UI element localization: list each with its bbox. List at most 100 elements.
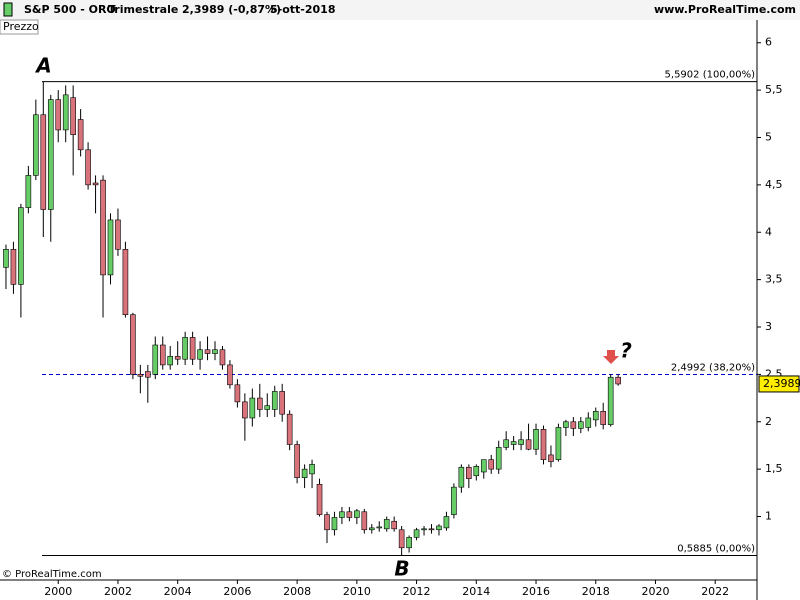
candle-body: [3, 249, 9, 268]
candle-body: [533, 429, 539, 450]
candle-body: [458, 466, 465, 488]
arrow-icon: [603, 350, 619, 364]
y-tick-label: 6: [765, 36, 772, 49]
candle-body: [242, 401, 248, 419]
candle-body: [152, 344, 159, 375]
y-tick-label: 1: [765, 510, 772, 523]
candle-body: [339, 511, 345, 518]
candle-body: [503, 439, 509, 448]
candle-body: [25, 175, 32, 208]
last-price-box: [758, 375, 800, 393]
last-price-label: 2,3989: [763, 377, 800, 390]
candle-body: [264, 405, 271, 410]
y-tick-label: 1,5: [765, 462, 783, 475]
icon: [3, 2, 13, 17]
y-tick-label: 3: [765, 320, 772, 333]
annotation: A: [34, 54, 51, 78]
candle-body: [234, 384, 241, 403]
header-bar: [0, 0, 800, 20]
candle-body: [585, 417, 592, 428]
candle-body: [413, 529, 420, 538]
x-tick-label: 2016: [522, 585, 550, 598]
candle-body: [555, 427, 562, 460]
x-tick-label: 2014: [462, 585, 490, 598]
candle-body: [578, 421, 584, 429]
timeframe: Trimestrale: [108, 3, 178, 16]
x-tick-label: 2018: [582, 585, 610, 598]
candle-body: [383, 519, 390, 530]
date: 5-ott-2018: [270, 3, 335, 16]
candle-body: [10, 249, 17, 285]
candle-body: [18, 207, 24, 285]
quote: 2,3989 (-0,87%): [182, 3, 281, 16]
candle-body: [92, 182, 99, 186]
candle-body: [488, 459, 495, 470]
candle-body: [428, 528, 435, 531]
candle-body: [398, 529, 405, 549]
y-tick-label: 2: [765, 415, 772, 428]
candle-body: [570, 421, 577, 429]
candle-body: [368, 527, 375, 531]
candle-body: [563, 421, 569, 428]
candle-body: [279, 391, 285, 415]
candle-body: [167, 356, 174, 366]
candle-body: [592, 411, 599, 421]
candle-body: [615, 376, 621, 385]
candle-body: [495, 447, 502, 470]
candle-body: [406, 537, 412, 549]
level-label: 5,5902 (100,00%): [665, 70, 756, 81]
candle-body: [55, 99, 62, 131]
candle-body: [331, 517, 338, 531]
candle-body: [122, 249, 129, 315]
candle-body: [227, 364, 233, 386]
candle-body: [286, 413, 293, 445]
x-tick-label: 2006: [223, 585, 251, 598]
candle-body: [33, 114, 39, 176]
candle-body: [40, 114, 47, 210]
candle-body: [600, 411, 607, 425]
source: www.ProRealTime.com: [654, 3, 796, 16]
candle-body: [301, 468, 308, 478]
x-tick-label: 2012: [403, 585, 431, 598]
candle-body: [421, 528, 427, 531]
level-label: 0,5885 (0,00%): [677, 544, 755, 555]
candle-body: [361, 511, 368, 531]
y-tick-label: 3,5: [765, 273, 783, 286]
x-tick-label: 2010: [343, 585, 371, 598]
annotation: ?: [620, 339, 632, 363]
candle-body: [354, 510, 360, 518]
y-tick-label: 4: [765, 225, 772, 238]
x-tick-label: 2004: [164, 585, 192, 598]
candle-body: [271, 391, 278, 410]
panel-label-box: [0, 19, 39, 35]
candle-body: [324, 514, 330, 531]
candle-body: [391, 520, 397, 530]
x-tick-label: 2022: [701, 585, 729, 598]
candle-body: [145, 371, 151, 378]
candle-body: [518, 439, 524, 445]
candle-body: [607, 376, 614, 425]
y-tick-label: 5: [765, 130, 772, 143]
level-label: 2,4992 (38,20%): [671, 362, 755, 373]
panel-label: Prezzo: [3, 20, 39, 33]
candle-body: [451, 486, 457, 515]
candle-body: [182, 337, 188, 360]
candle-body: [256, 397, 263, 410]
candle-body: [85, 149, 91, 186]
candle-body: [137, 374, 144, 377]
candle-body: [249, 397, 256, 419]
candle-body: [294, 444, 300, 478]
candle-body: [100, 179, 106, 276]
candle-body: [189, 337, 196, 360]
candle-body: [62, 94, 69, 131]
candle-body: [70, 97, 76, 135]
candle-body: [510, 441, 517, 445]
candle-body: [480, 459, 487, 473]
candle-body: [316, 483, 323, 515]
candle-body: [346, 511, 353, 518]
candle-body: [548, 454, 554, 462]
candle-body: [159, 344, 166, 366]
candle-body: [107, 219, 114, 276]
candle-body: [204, 349, 211, 354]
candle-body: [219, 349, 226, 366]
